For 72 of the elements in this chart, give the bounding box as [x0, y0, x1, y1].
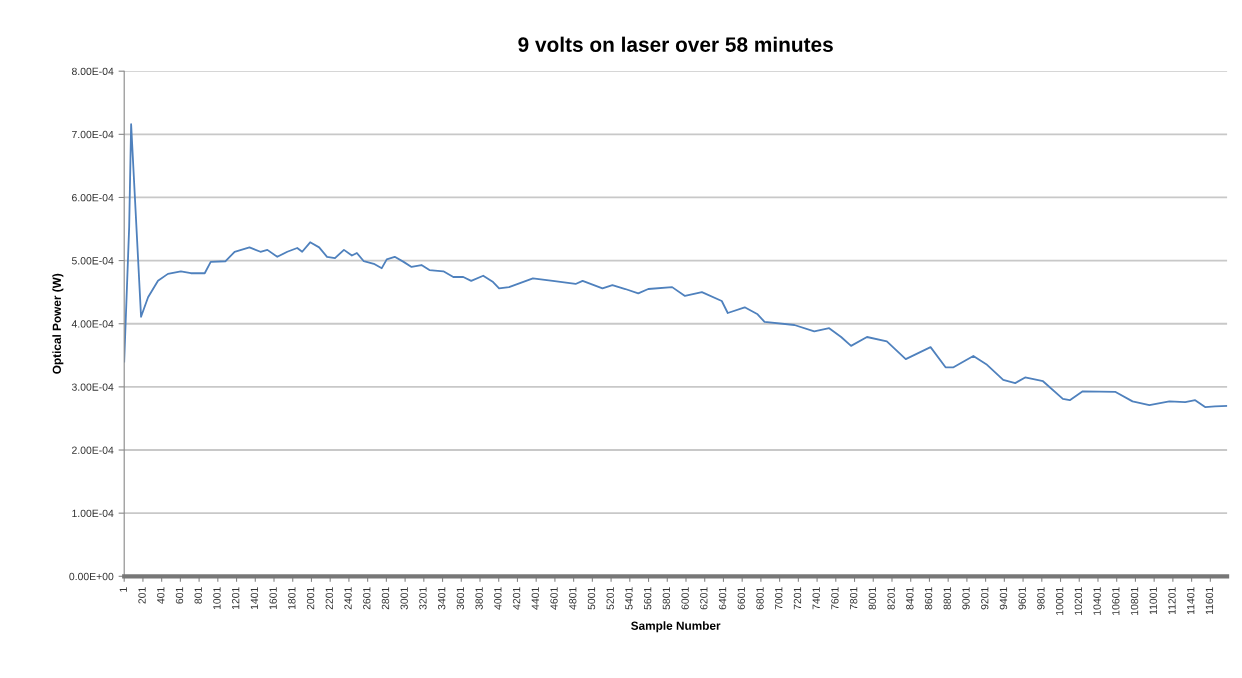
x-tick-label: 9601	[1018, 587, 1026, 610]
x-tick-label: 6001	[681, 587, 689, 610]
x-tick-label: 601	[175, 587, 184, 604]
x-tick-label: 9401	[999, 587, 1008, 610]
x-tick-label: 7401	[812, 587, 820, 610]
x-tick-label: 1601	[269, 587, 277, 610]
x-tick-label: 3601	[456, 587, 465, 610]
x-tick-label: 11401	[1187, 587, 1195, 615]
y-axis-title: Optical Power (W)	[52, 273, 64, 374]
x-tick-label: 10601	[1112, 587, 1120, 615]
x-tick-label: 7201	[793, 587, 802, 610]
x-tick-label: 6201	[700, 587, 708, 610]
y-tick-label: 2.00E-04	[72, 446, 114, 454]
x-tick-label: 5801	[662, 587, 671, 610]
x-tick-label: 1	[119, 587, 127, 592]
x-tick-label: 7801	[849, 587, 858, 610]
y-tick-label: 5.00E-04	[71, 257, 114, 265]
x-tick-label: 3201	[419, 587, 427, 610]
x-tick-label: 9201	[981, 587, 989, 610]
x-tick-label: 6401	[718, 587, 727, 610]
x-tick-label: 801	[194, 587, 202, 604]
x-tick-label: 6601	[737, 587, 745, 610]
y-tick-label: 0.00E+00	[69, 572, 114, 581]
x-tick-label: 1401	[250, 587, 259, 610]
x-tick-label: 11601	[1205, 587, 1214, 615]
x-tick-label: 1801	[288, 587, 296, 610]
x-tick-label: 4201	[512, 587, 521, 610]
x-tick-label: 11001	[1149, 587, 1157, 615]
x-tick-label: 4001	[494, 587, 502, 610]
y-tick-label: 8.00E-04	[71, 67, 114, 76]
x-tick-label: 7001	[775, 587, 783, 610]
line-series	[124, 123, 1228, 408]
x-tick-label: 8601	[924, 587, 933, 610]
y-tick-label: 4.00E-04	[71, 320, 114, 328]
x-tick-label: 5201	[606, 587, 614, 610]
x-tick-label: 8201	[887, 587, 895, 610]
x-tick-label: 2201	[325, 587, 333, 610]
x-tick-label: 201	[138, 587, 146, 604]
x-tick-label: 2801	[381, 587, 390, 610]
x-tick-label: 10201	[1074, 587, 1083, 615]
x-tick-label: 8801	[943, 587, 951, 610]
x-tick-label: 2001	[306, 587, 315, 610]
y-tick-label: 7.00E-04	[72, 130, 114, 139]
x-tick-label: 7601	[831, 587, 839, 610]
x-tick-label: 3001	[400, 587, 408, 610]
y-tick-label: 6.00E-04	[72, 193, 114, 202]
x-tick-label: 5001	[587, 587, 596, 610]
x-tick-label: 401	[157, 587, 165, 604]
y-tick-label: 1.00E-04	[72, 509, 114, 518]
chart-title: 9 volts on laser over 58 minutes	[518, 36, 833, 52]
x-tick-label: 11201	[1168, 587, 1176, 615]
x-tick-label: 8401	[906, 587, 914, 610]
x-tick-label: 1201	[231, 587, 240, 610]
x-tick-label: 5401	[625, 587, 633, 610]
x-tick-label: 6801	[756, 587, 764, 610]
x-tick-label: 3801	[475, 587, 483, 610]
x-tick-label: 8001	[868, 587, 877, 610]
x-tick-label: 10001	[1055, 587, 1064, 615]
y-tick-label: 3.00E-04	[71, 383, 114, 391]
x-tick-label: 5601	[643, 587, 652, 610]
x-tick-label: 2401	[344, 587, 352, 610]
x-axis-title: Sample Number	[631, 621, 721, 633]
x-tick-label: 2601	[363, 587, 371, 610]
x-tick-label: 3401	[437, 587, 446, 610]
x-tick-label: 4801	[569, 587, 577, 610]
x-tick-label: 9001	[962, 587, 970, 610]
x-tick-label: 1001	[213, 587, 221, 610]
x-tick-label: 4401	[531, 587, 539, 610]
x-tick-label: 4601	[550, 587, 558, 610]
x-tick-label: 10401	[1093, 587, 1101, 615]
x-tick-label: 9801	[1037, 587, 1045, 610]
x-tick-label: 10801	[1130, 587, 1139, 615]
